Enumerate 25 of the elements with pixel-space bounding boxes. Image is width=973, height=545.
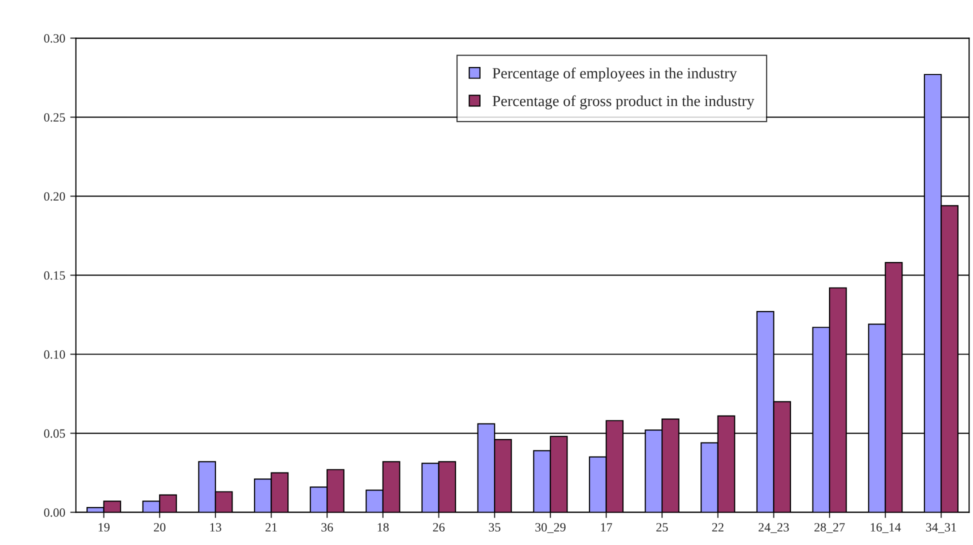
y-tick-label: 0.30 bbox=[44, 34, 65, 43]
legend-label: Percentage of employees in the industry bbox=[492, 67, 737, 82]
x-tick-label: 25 bbox=[656, 523, 668, 532]
y-tick-label: 0.10 bbox=[44, 350, 65, 359]
x-tick-label: 18 bbox=[378, 523, 389, 532]
x-tick-label: 13 bbox=[210, 523, 222, 532]
x-tick-label: 36 bbox=[321, 523, 333, 532]
y-tick-label: 0.15 bbox=[44, 271, 65, 280]
x-tick-label: 30_29 bbox=[535, 523, 566, 533]
x-tick-label: 35 bbox=[488, 523, 500, 532]
x-tick-label: 26 bbox=[433, 523, 445, 532]
x-tick-label: 20 bbox=[154, 523, 166, 532]
x-tick-label: 22 bbox=[712, 523, 724, 532]
x-tick-label: 21 bbox=[266, 523, 277, 532]
y-tick-label: 0.20 bbox=[44, 192, 65, 201]
x-tick-label: 24_23 bbox=[758, 523, 789, 533]
y-tick-label: 0.25 bbox=[44, 113, 65, 122]
x-tick-label: 16_14 bbox=[870, 523, 901, 533]
y-tick-label: 0.05 bbox=[44, 429, 65, 438]
x-tick-label: 28_27 bbox=[814, 523, 845, 533]
x-tick-label: 19 bbox=[98, 523, 110, 532]
legend-label: Percentage of gross product in the industry bbox=[492, 95, 754, 110]
x-tick-label: 34_31 bbox=[926, 523, 956, 533]
x-tick-label: 17 bbox=[601, 523, 612, 532]
y-tick-label: 0.00 bbox=[44, 508, 65, 517]
